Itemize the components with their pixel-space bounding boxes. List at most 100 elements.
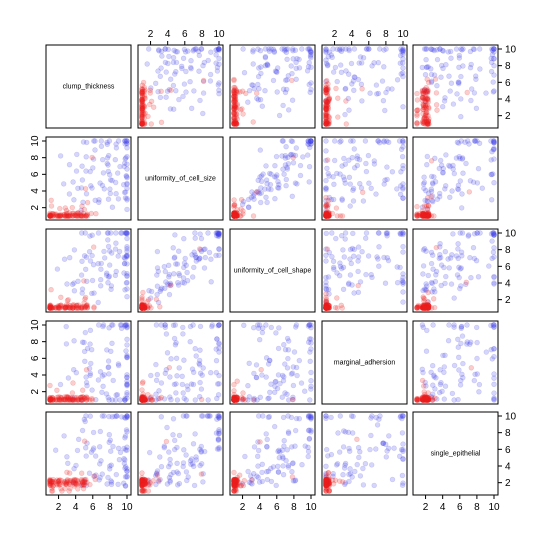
- data-point-blue_group: [323, 78, 329, 85]
- data-point-red_group: [90, 244, 97, 250]
- data-point-blue_group: [360, 465, 366, 472]
- data-point-blue_group: [190, 441, 197, 447]
- data-point-red_group: [325, 96, 332, 103]
- data-point-blue_group: [296, 357, 302, 364]
- data-point-blue_group: [250, 82, 256, 88]
- data-point-blue_group: [250, 47, 256, 53]
- data-point-red_group: [232, 91, 238, 97]
- data-point-blue_group: [363, 235, 369, 241]
- data-point-blue_group: [363, 168, 370, 175]
- y-tick-label: 4: [505, 279, 511, 290]
- data-point-blue_group: [491, 390, 497, 396]
- y-tick-label: 10: [30, 319, 41, 331]
- data-point-blue_group: [99, 157, 106, 163]
- data-point-blue_group: [455, 336, 461, 342]
- data-point-blue_group: [385, 86, 391, 92]
- data-point-red_group: [325, 121, 331, 127]
- data-point-red_group: [250, 213, 257, 219]
- data-point-red_group: [81, 213, 88, 219]
- data-point-blue_group: [377, 413, 383, 419]
- data-point-red_group: [139, 102, 145, 109]
- data-point-blue_group: [400, 181, 406, 187]
- data-point-blue_group: [92, 147, 98, 153]
- data-point-red_group: [139, 470, 145, 476]
- data-point-red_group: [423, 105, 430, 111]
- data-point-blue_group: [400, 195, 406, 202]
- data-point-blue_group: [113, 240, 119, 246]
- data-point-blue_group: [366, 46, 372, 52]
- data-point-blue_group: [434, 196, 441, 202]
- data-point-blue_group: [96, 444, 103, 450]
- x-tick-label: 10: [488, 502, 500, 513]
- data-point-blue_group: [115, 196, 122, 202]
- data-point-blue_group: [346, 174, 353, 181]
- data-point-red_group: [464, 89, 470, 96]
- data-point-blue_group: [367, 446, 373, 453]
- data-point-blue_group: [74, 151, 80, 158]
- data-point-red_group: [415, 304, 421, 310]
- data-point-blue_group: [323, 46, 329, 53]
- data-point-red_group: [139, 120, 145, 127]
- data-point-red_group: [231, 114, 237, 120]
- data-point-red_group: [139, 121, 145, 127]
- data-point-red_group: [420, 90, 426, 97]
- data-point-blue_group: [438, 254, 444, 261]
- data-point-blue_group: [347, 466, 353, 472]
- data-point-red_group: [233, 114, 240, 120]
- data-point-blue_group: [97, 428, 104, 435]
- data-point-blue_group: [442, 249, 448, 255]
- data-point-red_group: [234, 102, 240, 109]
- data-point-blue_group: [470, 245, 477, 251]
- data-point-blue_group: [175, 482, 181, 488]
- data-point-blue_group: [346, 471, 352, 478]
- data-point-red_group: [323, 99, 330, 105]
- panel-frame: [137, 44, 224, 129]
- panel-single_epithelial-vs-uniformity_of_cell_size: [137, 411, 224, 496]
- data-point-red_group: [139, 111, 145, 117]
- data-point-blue_group: [157, 94, 164, 101]
- data-point-blue_group: [337, 263, 344, 270]
- data-point-blue_group: [382, 107, 388, 114]
- data-point-blue_group: [191, 46, 197, 53]
- data-point-blue_group: [262, 87, 268, 94]
- data-point-red_group: [420, 118, 426, 125]
- data-point-blue_group: [431, 47, 437, 54]
- data-point-red_group: [323, 105, 329, 111]
- data-point-blue_group: [364, 46, 370, 52]
- data-point-red_group: [354, 436, 360, 442]
- data-point-blue_group: [289, 370, 296, 376]
- data-point-blue_group: [375, 59, 381, 66]
- data-point-red_group: [153, 296, 160, 302]
- data-point-blue_group: [439, 62, 445, 69]
- panel-uniformity_of_cell_size-vs-clump_thickness: [45, 136, 132, 221]
- data-point-red_group: [423, 94, 429, 101]
- data-point-red_group: [83, 367, 90, 373]
- data-point-blue_group: [264, 61, 270, 67]
- data-point-blue_group: [284, 335, 291, 342]
- data-point-blue_group: [381, 139, 387, 145]
- data-point-blue_group: [423, 46, 429, 52]
- data-point-blue_group: [272, 423, 278, 430]
- data-point-blue_group: [347, 246, 354, 253]
- data-point-red_group: [139, 101, 146, 107]
- data-point-blue_group: [476, 381, 483, 388]
- data-point-red_group: [141, 119, 148, 126]
- y-tick-label: 4: [30, 372, 41, 378]
- data-point-blue_group: [124, 447, 130, 453]
- data-point-blue_group: [450, 231, 456, 237]
- data-point-red_group: [139, 85, 145, 92]
- data-point-blue_group: [469, 86, 475, 92]
- data-point-blue_group: [216, 246, 222, 252]
- data-point-red_group: [421, 383, 427, 389]
- data-point-blue_group: [337, 449, 343, 455]
- data-point-blue_group: [443, 61, 449, 68]
- y-tick-label: 8: [505, 428, 511, 439]
- data-point-red_group: [323, 89, 330, 96]
- data-point-blue_group: [477, 66, 483, 72]
- data-point-blue_group: [489, 197, 495, 203]
- data-point-blue_group: [63, 341, 70, 347]
- data-point-red_group: [140, 482, 146, 488]
- data-point-blue_group: [354, 461, 360, 468]
- panel-marginal_adhersion-vs-clump_thickness: [45, 320, 132, 405]
- data-point-blue_group: [342, 86, 348, 92]
